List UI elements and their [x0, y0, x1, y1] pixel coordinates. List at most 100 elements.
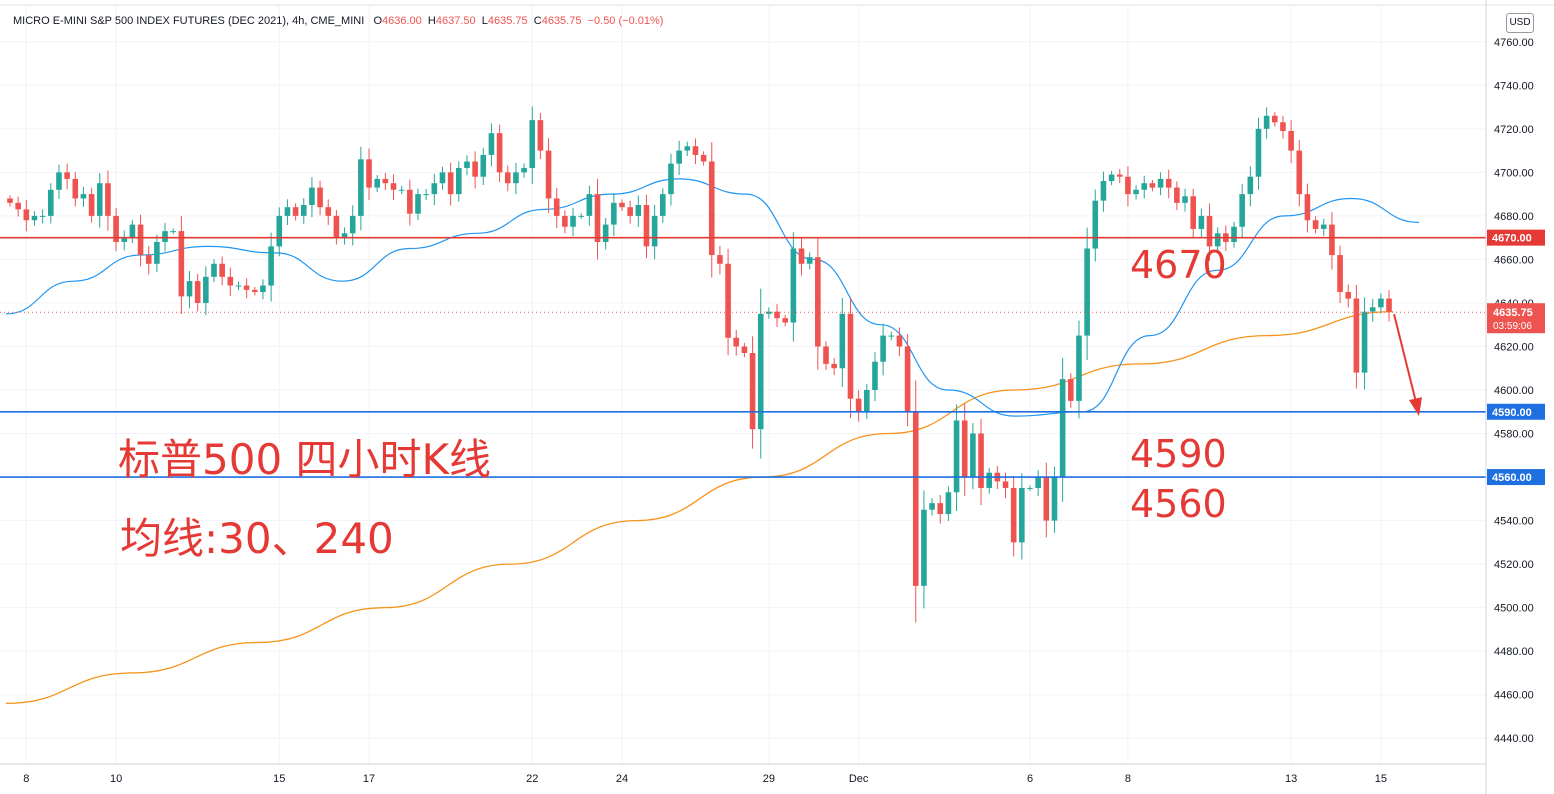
- candle-body: [31, 215, 38, 221]
- candle-down: [390, 174, 397, 201]
- candle-up: [766, 307, 772, 319]
- candle-body: [766, 311, 772, 314]
- candle-body: [1043, 477, 1050, 521]
- candle-body: [349, 215, 356, 234]
- x-axis: 8 10 15 17 22 24 29 Dec 6 8 13 15: [23, 773, 1387, 785]
- candle-down: [1010, 475, 1017, 557]
- candle-up: [757, 288, 764, 459]
- ma30-path: [5, 178, 1420, 417]
- candle-down: [594, 179, 601, 260]
- candle-down: [137, 214, 144, 267]
- candle-body: [162, 231, 168, 242]
- candle-up: [203, 266, 209, 316]
- ma240-path: [5, 310, 1394, 705]
- candle-up: [676, 140, 682, 176]
- candle-body: [1255, 128, 1262, 177]
- candle-down: [700, 151, 707, 166]
- candle-down: [1280, 115, 1286, 139]
- candle-body: [978, 433, 984, 488]
- x-tick-label: 13: [1285, 773, 1297, 785]
- candle-body: [137, 224, 144, 256]
- candle-body: [635, 205, 642, 216]
- y-tick-label: 4540.00: [1494, 516, 1534, 528]
- candle-down: [333, 210, 340, 245]
- candle-up: [121, 230, 128, 251]
- candle-up: [1378, 293, 1384, 314]
- candle-down: [619, 199, 625, 211]
- high-value: 4637.50: [435, 15, 476, 27]
- candle-up: [276, 207, 283, 257]
- x-tick-label: Dec: [849, 773, 869, 785]
- x-tick-label: 15: [273, 773, 285, 785]
- candle-down: [1068, 373, 1074, 408]
- candle-up: [480, 147, 487, 186]
- candle-body: [1214, 233, 1221, 247]
- candle-body: [1280, 122, 1286, 131]
- candle-body: [660, 194, 666, 216]
- candle-up: [529, 106, 536, 184]
- currency-button[interactable]: USD: [1506, 13, 1534, 33]
- candles: [7, 106, 1392, 623]
- candle-down: [1386, 290, 1392, 322]
- candle-up: [1369, 298, 1376, 322]
- candle-body: [1239, 194, 1245, 227]
- candle-down: [504, 165, 511, 192]
- annotation-4670: 4670: [1130, 243, 1227, 287]
- candle-down: [105, 170, 111, 231]
- last-price-box: [1487, 303, 1545, 334]
- candle-body: [1272, 115, 1278, 123]
- candle-up: [929, 498, 935, 516]
- candle-body: [1165, 178, 1172, 188]
- candle-body: [333, 215, 340, 238]
- candle-down: [15, 196, 21, 217]
- candle-down: [545, 138, 552, 213]
- candle-body: [1133, 189, 1139, 195]
- candle-body: [284, 207, 291, 216]
- candle-body: [651, 215, 658, 247]
- candle-down: [1043, 462, 1050, 538]
- candle-body: [1100, 181, 1107, 201]
- candle-up: [1141, 175, 1148, 199]
- candle-body: [341, 233, 348, 238]
- candle-up: [431, 173, 438, 206]
- candle-body: [700, 154, 707, 162]
- candle-down: [847, 297, 854, 419]
- candle-body: [1174, 187, 1180, 203]
- candle-down: [1337, 245, 1343, 304]
- candle-up: [1019, 473, 1025, 560]
- candle-body: [317, 187, 323, 208]
- candle-body: [1068, 379, 1074, 401]
- candle-down: [562, 210, 568, 234]
- candle-body: [529, 120, 536, 168]
- candle-up: [513, 162, 519, 195]
- candle-body: [129, 224, 136, 238]
- candle-body: [1231, 226, 1237, 242]
- candle-up: [48, 183, 54, 224]
- candle-down: [72, 172, 79, 207]
- candle-down: [194, 273, 201, 312]
- candle-body: [643, 205, 650, 247]
- y-tick-label: 4520.00: [1494, 559, 1534, 571]
- candle-up: [260, 279, 266, 300]
- candle-up: [1100, 171, 1107, 212]
- candle-body: [1035, 477, 1041, 488]
- candle-body: [292, 207, 299, 216]
- candle-body: [1116, 174, 1123, 177]
- y-tick-label: 4720.00: [1494, 124, 1534, 136]
- y-tick-label: 4660.00: [1494, 254, 1534, 266]
- candle-body: [668, 163, 674, 195]
- candle-up: [570, 207, 576, 237]
- candle-down: [1329, 212, 1335, 270]
- candle-body: [1386, 298, 1392, 312]
- candle-body: [472, 161, 478, 177]
- candle-body: [562, 215, 568, 227]
- candle-body: [1010, 487, 1017, 543]
- candle-up: [578, 213, 584, 219]
- candle-body: [227, 276, 234, 286]
- candle-body: [186, 281, 193, 297]
- candle-body: [1198, 215, 1205, 229]
- candle-up: [235, 281, 242, 291]
- candle-down: [88, 188, 95, 223]
- x-tick-label: 6: [1027, 773, 1033, 785]
